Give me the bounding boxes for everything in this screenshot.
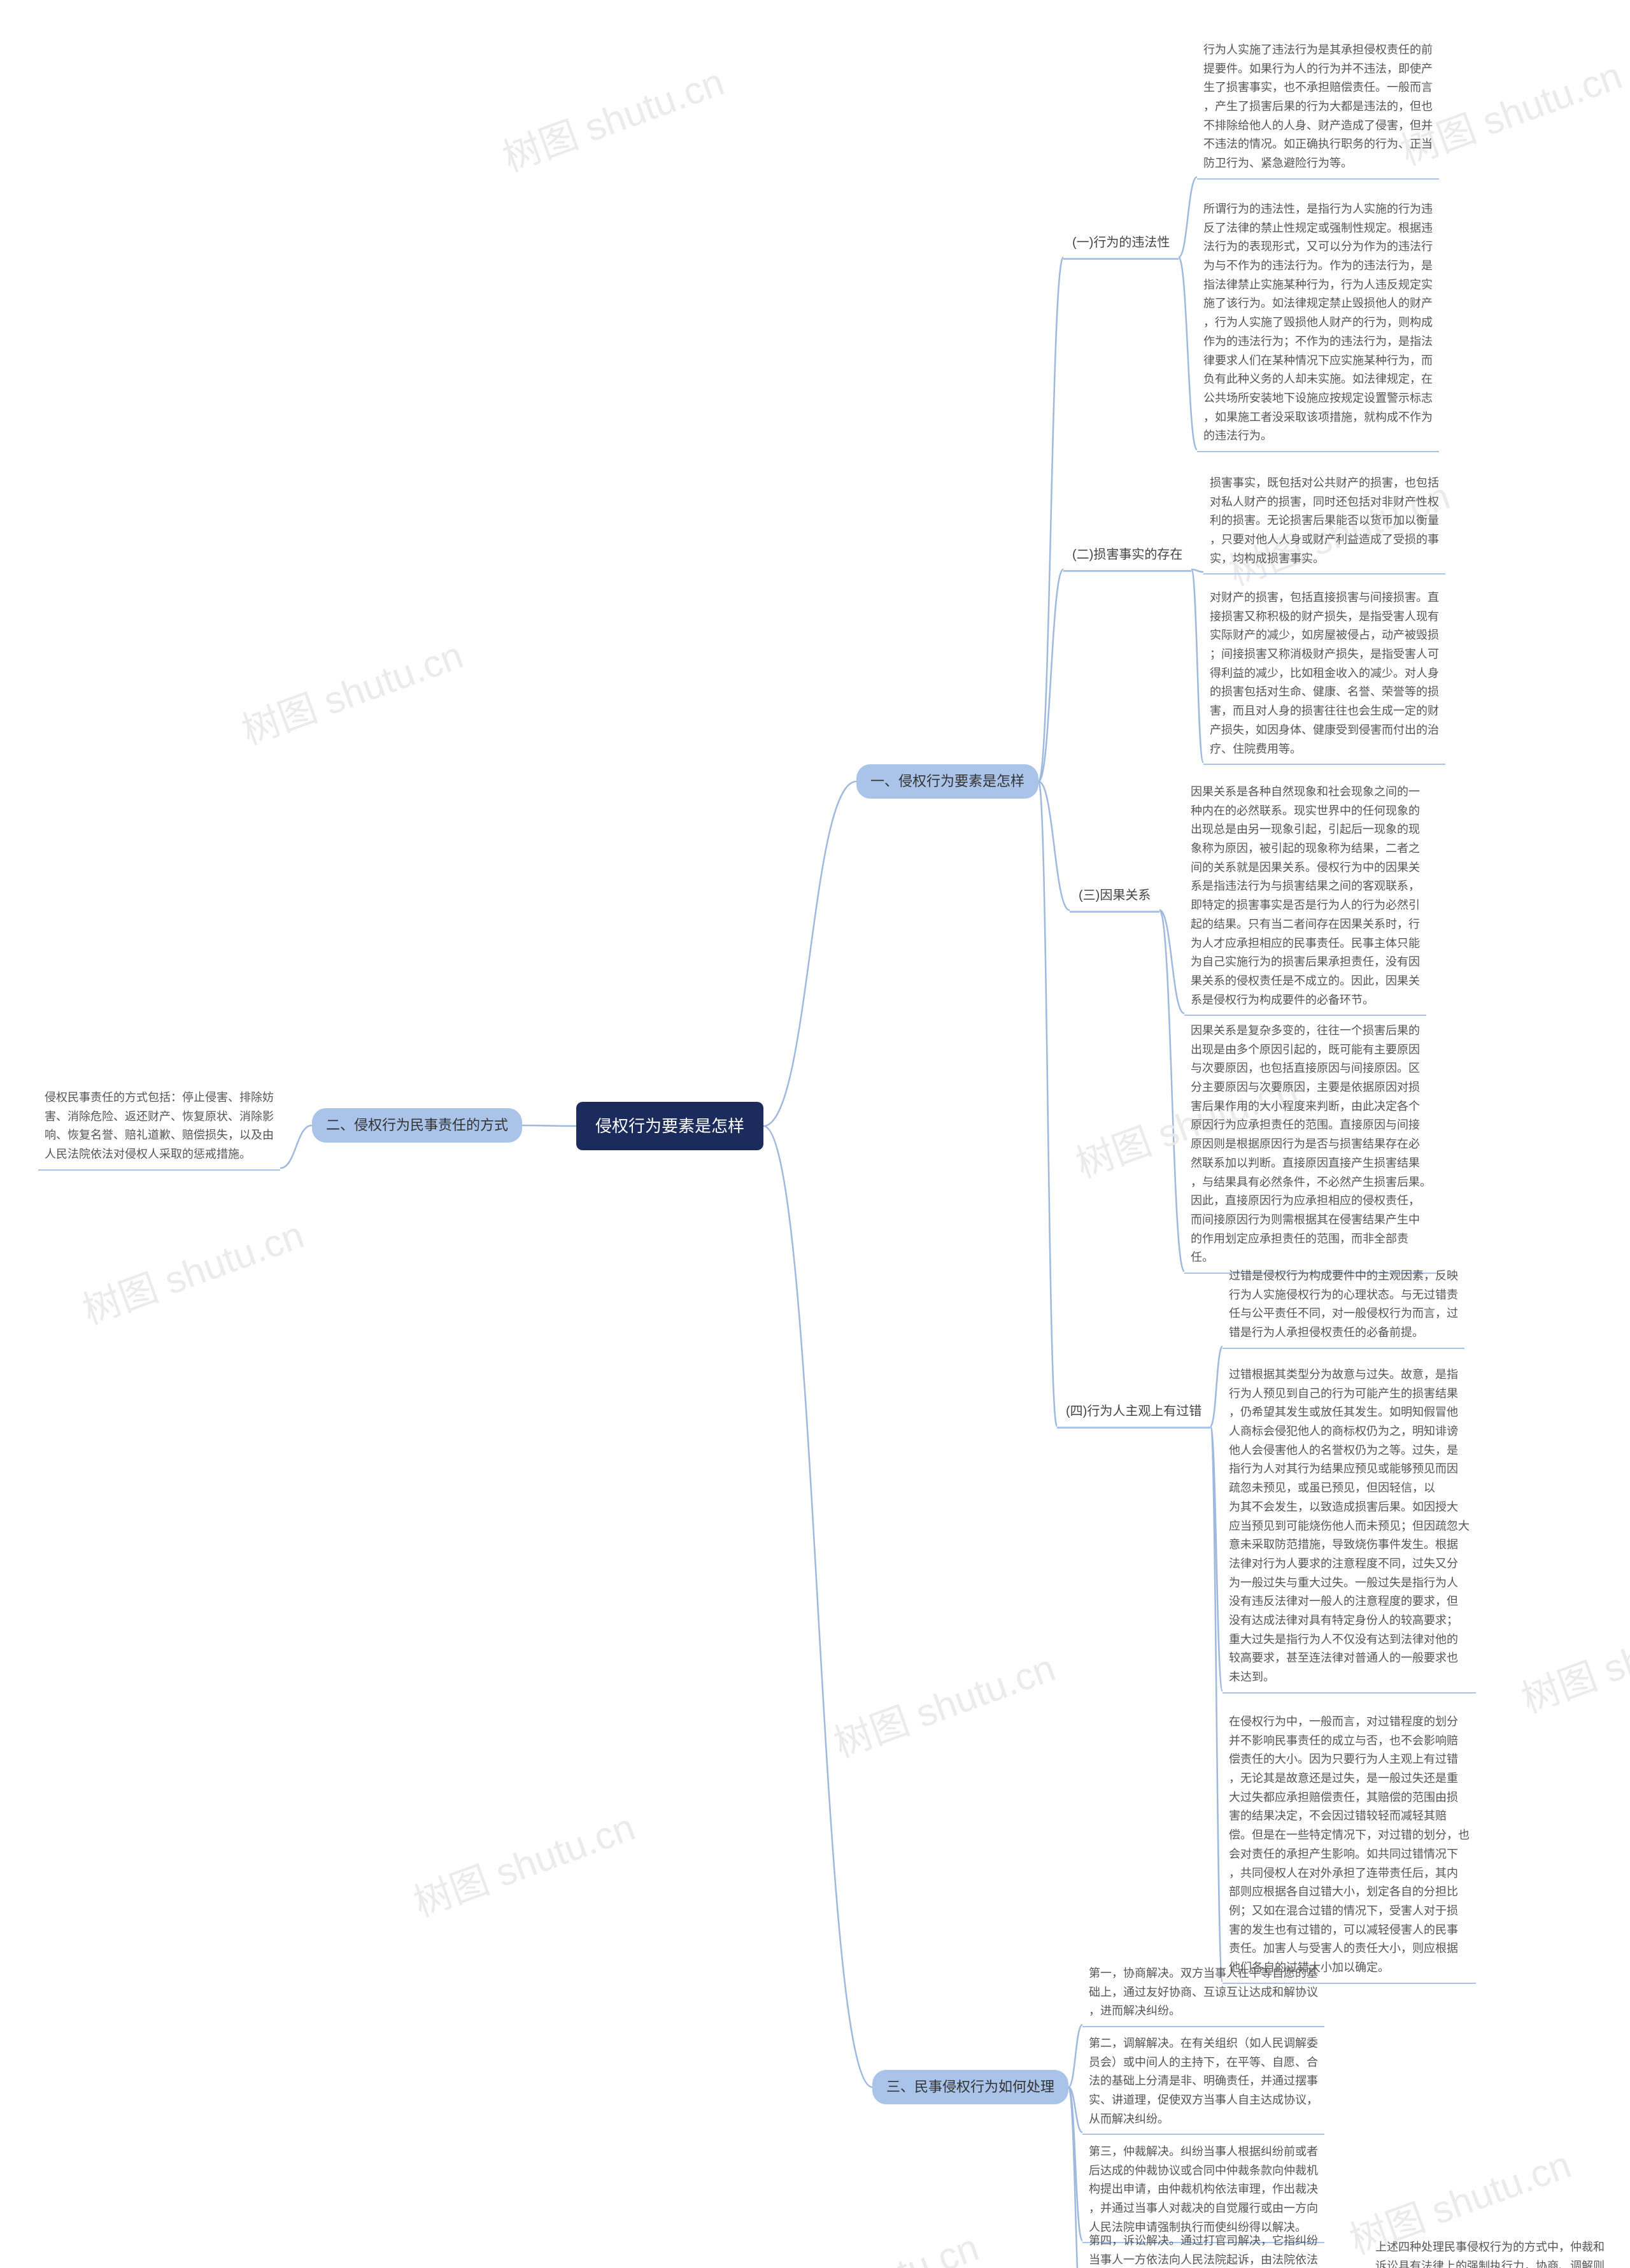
watermark: 树图 shutu.cn <box>749 2216 985 2268</box>
leaf-node: 损害事实，既包括对公共财产的损害，也包括对私人财产的损害，同时还包括对非财产性权… <box>1203 471 1445 574</box>
leaf-node: 因果关系是复杂多变的，往往一个损害后果的出现是由多个原因引起的，既可能有主要原因… <box>1184 1019 1438 1274</box>
sub-node: (一)行为的违法性 <box>1063 229 1179 260</box>
leaf-node: 过错根据其类型分为故意与过失。故意，是指行为人预见到自己的行为可能产生的损害结果… <box>1222 1363 1476 1694</box>
leaf-node: 因果关系是各种自然现象和社会现象之间的一种内在的必然联系。现实世界中的任何现象的… <box>1184 780 1426 1016</box>
branch-node: 二、侵权行为民事责任的方式 <box>312 1108 522 1143</box>
watermark: 树图 shutu.cn <box>494 51 730 182</box>
watermark: 树图 shutu.cn <box>233 624 469 755</box>
leaf-node: 上述四种处理民事侵权行为的方式中，仲裁和诉讼具有法律上的强制执行力，协商、调解则… <box>1369 2236 1611 2268</box>
sub-node: (三)因果关系 <box>1070 882 1159 913</box>
leaf-node: 第三，仲裁解决。纠纷当事人根据纠纷前或者后达成的仲裁协议或合同中仲裁条款向仲裁机… <box>1082 2140 1324 2243</box>
leaf-node: 在侵权行为中，一般而言，对过错程度的划分并不影响民事责任的成立与否，也不会影响赔… <box>1222 1710 1476 1984</box>
sub-node: (四)行为人主观上有过错 <box>1057 1398 1210 1429</box>
branch-node: 三、民事侵权行为如何处理 <box>872 2070 1068 2104</box>
sub-node: (二)损害事实的存在 <box>1063 541 1191 572</box>
leaf-node: 侵权民事责任的方式包括：停止侵害、排除妨害、消除危险、返还财产、恢复原状、消除影… <box>38 1086 280 1171</box>
watermark: 树图 shutu.cn <box>405 1796 641 1927</box>
watermark: 树图 shutu.cn <box>1513 1592 1630 1723</box>
leaf-node: 过错是侵权行为构成要件中的主观因素，反映行为人实施侵权行为的心理状态。与无过错责… <box>1222 1264 1464 1349</box>
branch-node: 一、侵权行为要素是怎样 <box>856 764 1038 799</box>
root-node: 侵权行为要素是怎样 <box>576 1102 763 1150</box>
leaf-node: 第一，协商解决。双方当事人在平等自愿的基础上，通过友好协商、互谅互让达成和解协议… <box>1082 1962 1324 2027</box>
leaf-node: 第四，诉讼解决。通过打官司解决，它指纠纷当事人一方依法向人民法院起诉，由法院依法… <box>1082 2229 1324 2268</box>
leaf-node: 所谓行为的违法性，是指行为人实施的行为违反了法律的禁止性规定或强制性规定。根据违… <box>1197 197 1439 452</box>
leaf-node: 第二，调解解决。在有关组织（如人民调解委员会）或中间人的主持下，在平等、自愿、合… <box>1082 2032 1324 2135</box>
watermark: 树图 shutu.cn <box>74 1204 310 1335</box>
leaf-node: 对财产的损害，包括直接损害与间接损害。直接损害又称积极的财产损失，是指受害人现有… <box>1203 586 1445 765</box>
leaf-node: 行为人实施了违法行为是其承担侵权责任的前提要件。如果行为人的行为并不违法，即使产… <box>1197 38 1439 180</box>
watermark: 树图 shutu.cn <box>825 1637 1061 1768</box>
